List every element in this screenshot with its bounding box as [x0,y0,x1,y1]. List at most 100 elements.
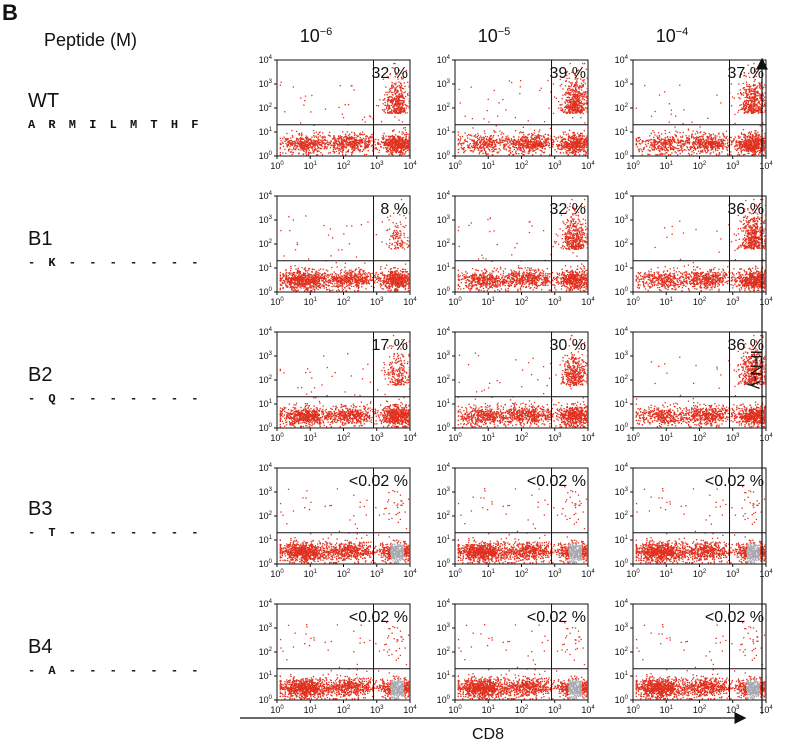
event-point [577,111,578,112]
event-point [335,139,336,140]
event-point [497,116,498,117]
x-tick-label: 104 [581,161,595,171]
event-point [738,142,739,143]
event-point [293,147,294,148]
event-point [577,139,578,140]
event-point [526,146,527,147]
event-point [284,111,285,112]
event-point [586,107,587,108]
event-point [541,146,542,147]
event-point [393,86,394,87]
event-point [579,103,580,104]
event-point [301,138,302,139]
quadrant-percentage: 39 % [550,65,586,82]
event-point [560,136,561,137]
event-point [583,113,584,114]
event-point [322,140,323,141]
event-point [536,142,537,143]
event-point [338,141,339,142]
event-point [316,143,317,144]
event-point [577,110,578,111]
event-point [467,135,468,136]
event-point [481,139,482,140]
event-point [395,110,396,111]
event-point [385,87,386,88]
event-point [381,147,382,148]
event-point [406,145,407,146]
event-point [737,145,738,146]
event-point [309,152,310,153]
event-point [499,141,500,142]
x-tick-label: 101 [304,161,318,171]
event-point [291,140,292,141]
event-point [528,151,529,152]
event-point [572,99,573,100]
event-point [577,133,578,134]
event-point [718,139,719,140]
event-point [717,136,718,137]
event-point [568,154,569,155]
event-point [523,134,524,135]
event-point [513,136,514,137]
event-point [480,150,481,151]
event-point [391,109,392,110]
event-point [294,144,295,145]
event-point [744,154,745,155]
event-point [584,144,585,145]
event-point [730,151,731,152]
event-point [518,139,519,140]
event-point [353,149,354,150]
event-point [682,151,683,152]
event-point [582,147,583,148]
event-point [305,153,306,154]
event-point [520,147,521,148]
event-point [386,151,387,152]
event-point [468,134,469,135]
event-point [301,145,302,146]
event-point [348,135,349,136]
event-point [316,132,317,133]
event-point [403,88,404,89]
event-point [292,137,293,138]
event-point [392,150,393,151]
event-point [284,141,285,142]
event-point [573,95,574,96]
event-point [351,146,352,147]
event-point [756,87,757,88]
event-point [510,148,511,149]
event-point [701,151,702,152]
event-point [532,143,533,144]
event-point [385,112,386,113]
event-point [335,142,336,143]
event-point [346,152,347,153]
event-point [363,138,364,139]
event-point [649,150,650,151]
event-point [574,105,575,106]
event-point [515,130,516,131]
event-point [300,143,301,144]
event-point [402,152,403,153]
event-point [494,140,495,141]
event-point [571,92,572,93]
event-point [573,102,574,103]
event-point [508,150,509,151]
event-point [331,145,332,146]
event-point [312,143,313,144]
event-point [561,141,562,142]
event-point [548,108,549,109]
event-point [485,136,486,137]
event-point [305,143,306,144]
event-point [550,128,551,129]
event-point [537,148,538,149]
event-point [311,141,312,142]
event-point [307,137,308,138]
event-point [381,141,382,142]
event-point [683,123,684,124]
event-point [523,127,524,128]
event-point [482,147,483,148]
event-point [323,136,324,137]
event-point [565,131,566,132]
event-point [360,145,361,146]
event-point [554,96,555,97]
event-point [520,131,521,132]
